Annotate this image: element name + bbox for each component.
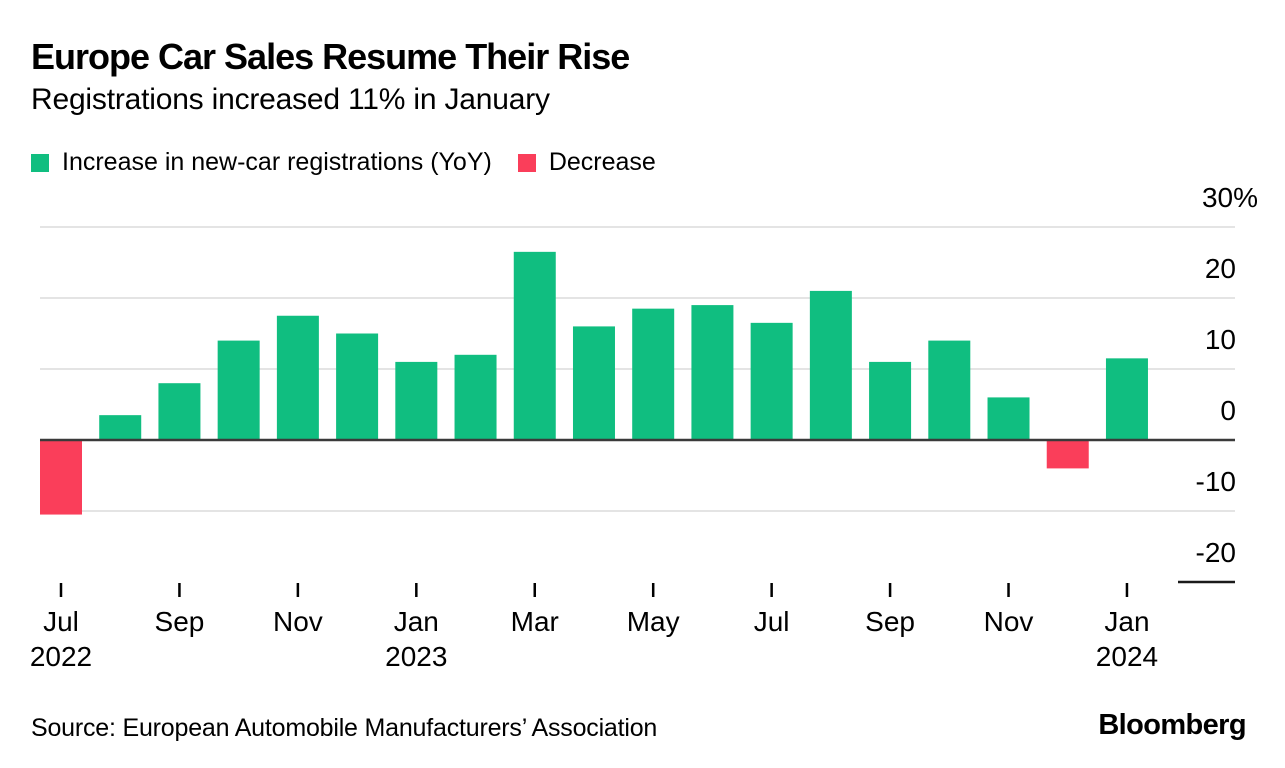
source-text: Source: European Automobile Manufacturer…: [31, 714, 658, 742]
bar-increase: [336, 333, 379, 440]
y-axis-label: 20: [1205, 253, 1236, 284]
chart-legend: Increase in new-car registrations (YoY) …: [31, 148, 656, 177]
bloomberg-logo: Bloomberg: [1098, 709, 1246, 741]
x-axis-year-label: 2023: [385, 641, 447, 672]
bar-increase: [158, 383, 201, 440]
y-axis-label: -10: [1196, 466, 1236, 497]
page-subtitle: Registrations increased 11% in January: [31, 83, 550, 116]
bar-decrease: [40, 440, 82, 515]
bar-increase: [750, 322, 793, 440]
bar-increase: [632, 308, 675, 440]
bar-increase: [99, 415, 142, 440]
bar-increase: [928, 340, 971, 440]
bar-increase: [276, 315, 319, 440]
x-axis-year-label: 2022: [30, 641, 92, 672]
x-axis-label: Sep: [155, 606, 205, 637]
x-axis-label: Jan: [1104, 606, 1149, 637]
x-axis-label: Nov: [984, 606, 1034, 637]
bar-increase: [395, 361, 438, 440]
decrease-swatch-icon: [517, 153, 536, 172]
x-axis-label: May: [627, 606, 680, 637]
x-axis-label: Jan: [394, 606, 439, 637]
increase-swatch-icon: [31, 153, 49, 172]
bar-increase: [1105, 358, 1148, 440]
page-title: Europe Car Sales Resume Their Rise: [31, 36, 630, 77]
legend-label-decrease: Decrease: [548, 148, 656, 176]
y-axis-label: 30%: [1202, 182, 1258, 213]
x-axis-label: Jul: [43, 606, 79, 637]
bar-increase: [809, 290, 852, 440]
legend-item-decrease: Decrease: [517, 148, 656, 177]
y-axis-label: 0: [1220, 395, 1236, 426]
bar-increase: [572, 326, 615, 440]
legend-label-increase: Increase in new-car registrations (YoY): [62, 148, 492, 176]
x-axis-year-label: 2024: [1096, 641, 1158, 672]
x-axis-label: Jul: [754, 606, 790, 637]
y-axis-label: 10: [1205, 324, 1236, 355]
bar-increase: [217, 340, 260, 440]
x-axis-label: Nov: [273, 606, 323, 637]
bar-increase: [987, 397, 1030, 440]
bar-increase: [513, 251, 556, 440]
bar-decrease: [1046, 440, 1089, 469]
bar-increase: [454, 354, 497, 440]
legend-item-increase: Increase in new-car registrations (YoY): [31, 148, 492, 177]
y-axis-label: -20: [1196, 537, 1236, 568]
bar-increase: [691, 305, 734, 440]
x-axis-label: Mar: [511, 606, 559, 637]
x-axis-label: Sep: [865, 606, 915, 637]
bar-increase: [869, 361, 912, 440]
